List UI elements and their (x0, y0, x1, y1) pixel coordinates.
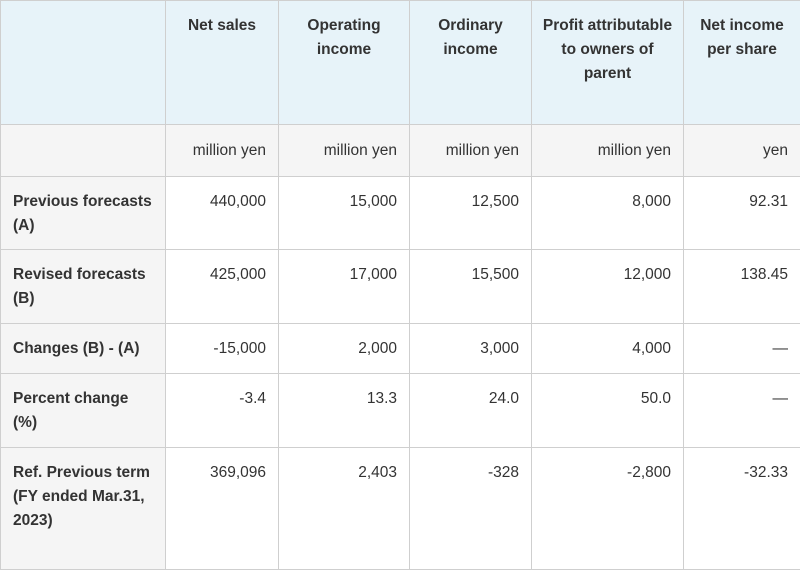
header-operating-income: Operating income (279, 1, 410, 125)
header-net-sales: Net sales (166, 1, 279, 125)
value-cell: -2,800 (532, 448, 684, 570)
table-header-row: Net sales Operating income Ordinary inco… (1, 1, 800, 125)
table-row-changes: Changes (B) - (A) -15,000 2,000 3,000 4,… (1, 324, 800, 374)
value-cell: 24.0 (410, 374, 532, 448)
row-label: Percent change (%) (1, 374, 166, 448)
value-cell: 92.31 (684, 177, 800, 250)
value-cell: 138.45 (684, 250, 800, 324)
value-cell: -328 (410, 448, 532, 570)
unit-cell: yen (684, 125, 800, 177)
header-corner-cell (1, 1, 166, 125)
value-cell: 8,000 (532, 177, 684, 250)
header-net-income-per-share: Net income per share (684, 1, 800, 125)
value-cell: -15,000 (166, 324, 279, 374)
unit-cell: million yen (532, 125, 684, 177)
table-row-revised-forecasts: Revised forecasts (B) 425,000 17,000 15,… (1, 250, 800, 324)
value-cell: 369,096 (166, 448, 279, 570)
value-cell: 15,000 (279, 177, 410, 250)
row-label: Revised forecasts (B) (1, 250, 166, 324)
value-cell: 17,000 (279, 250, 410, 324)
table-row-percent-change: Percent change (%) -3.4 13.3 24.0 50.0 — (1, 374, 800, 448)
units-row: million yen million yen million yen mill… (1, 125, 800, 177)
value-cell: 425,000 (166, 250, 279, 324)
row-label: Previous forecasts (A) (1, 177, 166, 250)
value-cell: 12,000 (532, 250, 684, 324)
row-label: Changes (B) - (A) (1, 324, 166, 374)
value-cell: -3.4 (166, 374, 279, 448)
value-cell: -32.33 (684, 448, 800, 570)
value-cell: 2,000 (279, 324, 410, 374)
value-cell: 440,000 (166, 177, 279, 250)
value-cell: 3,000 (410, 324, 532, 374)
value-cell: 2,403 (279, 448, 410, 570)
table-row-previous-forecasts: Previous forecasts (A) 440,000 15,000 12… (1, 177, 800, 250)
value-cell: — (684, 374, 800, 448)
value-cell: 13.3 (279, 374, 410, 448)
value-cell: 15,500 (410, 250, 532, 324)
row-label: Ref. Previous term (FY ended Mar.31, 202… (1, 448, 166, 570)
value-cell: 50.0 (532, 374, 684, 448)
value-cell: 12,500 (410, 177, 532, 250)
unit-cell: million yen (410, 125, 532, 177)
value-cell: — (684, 324, 800, 374)
header-profit-attributable: Profit attributable to owners of parent (532, 1, 684, 125)
header-ordinary-income: Ordinary income (410, 1, 532, 125)
value-cell: 4,000 (532, 324, 684, 374)
table-row-previous-term: Ref. Previous term (FY ended Mar.31, 202… (1, 448, 800, 570)
units-blank-cell (1, 125, 166, 177)
unit-cell: million yen (279, 125, 410, 177)
unit-cell: million yen (166, 125, 279, 177)
